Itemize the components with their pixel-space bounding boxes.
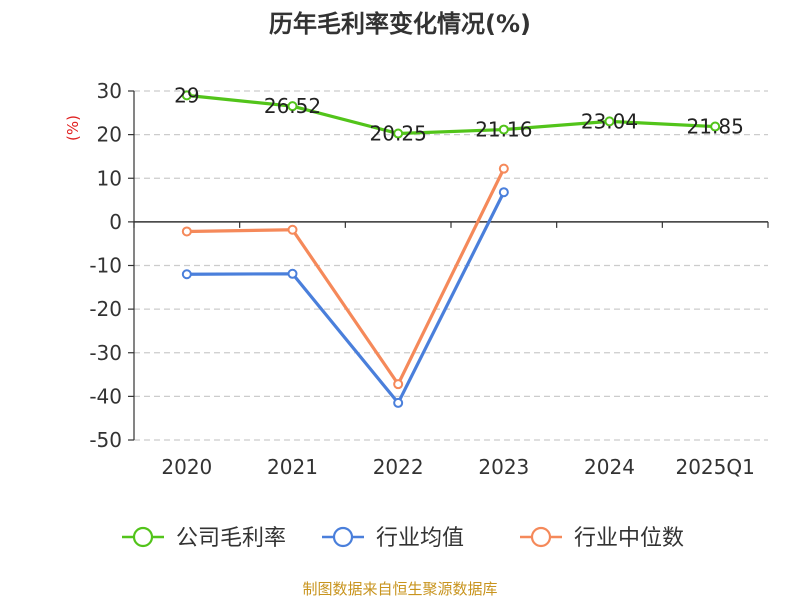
chart-title: 历年毛利率变化情况(%) bbox=[269, 10, 531, 38]
x-tick-label: 2023 bbox=[478, 455, 529, 479]
x-tick-labels: 2020 2021 2022 2023 2024 2025Q1 bbox=[161, 455, 754, 479]
y-tick-labels: 30 20 10 0 -10 -20 -30 -40 -50 bbox=[89, 79, 122, 452]
y-tick-label: -10 bbox=[89, 254, 122, 278]
data-point bbox=[498, 124, 509, 135]
legend-swatch-marker bbox=[132, 526, 154, 548]
x-tick-label: 2020 bbox=[161, 455, 212, 479]
data-label: 21.85 bbox=[687, 115, 744, 139]
data-point bbox=[710, 121, 721, 132]
y-axis-label: (%) bbox=[64, 115, 82, 141]
y-tick-label: -50 bbox=[89, 428, 122, 452]
data-point bbox=[498, 163, 509, 174]
y-tick-label: 20 bbox=[97, 123, 122, 147]
x-tick-label: 2021 bbox=[267, 455, 318, 479]
x-tick-label: 2025Q1 bbox=[675, 455, 754, 479]
axes bbox=[128, 90, 769, 441]
data-point bbox=[181, 90, 192, 101]
data-label: 20.25 bbox=[370, 122, 427, 146]
source-note: 制图数据来自恒生聚源数据库 bbox=[302, 580, 497, 598]
legend-swatch-marker bbox=[332, 526, 354, 548]
data-point bbox=[287, 101, 298, 112]
y-tick-label: 10 bbox=[97, 166, 122, 190]
y-tick-label: -40 bbox=[89, 384, 122, 408]
x-tick-label: 2022 bbox=[373, 455, 424, 479]
series-lines bbox=[186, 93, 716, 405]
x-tick-label: 2024 bbox=[584, 455, 635, 479]
y-tick-label: 30 bbox=[97, 79, 122, 103]
gridlines bbox=[134, 90, 768, 441]
series-line-1 bbox=[186, 191, 506, 405]
series-points bbox=[181, 90, 721, 408]
y-tick-label: -30 bbox=[89, 341, 122, 365]
data-labels: 29 26.52 20.25 21.16 23.04 21.85 bbox=[174, 83, 744, 145]
data-point bbox=[604, 116, 615, 127]
legend-label: 行业中位数 bbox=[574, 526, 684, 551]
legend-swatch-marker bbox=[530, 526, 552, 548]
data-point bbox=[498, 187, 509, 198]
series-line-2 bbox=[186, 167, 506, 386]
legend[interactable]: 公司毛利率 行业均值 行业中位数 bbox=[122, 526, 684, 551]
data-point bbox=[393, 128, 404, 139]
data-point bbox=[181, 226, 192, 237]
data-point bbox=[393, 379, 404, 390]
data-label: 26.52 bbox=[264, 94, 321, 118]
y-tick-label: 0 bbox=[109, 210, 122, 234]
data-point bbox=[181, 269, 192, 280]
data-point bbox=[393, 397, 404, 408]
y-tick-label: -20 bbox=[89, 297, 122, 321]
legend-label: 公司毛利率 bbox=[176, 526, 286, 551]
data-label: 29 bbox=[174, 83, 199, 107]
series-line-0 bbox=[186, 93, 716, 136]
data-label: 23.04 bbox=[581, 109, 638, 133]
data-point bbox=[287, 224, 298, 235]
data-label: 21.16 bbox=[475, 118, 532, 142]
data-point bbox=[287, 268, 298, 279]
legend-label: 行业均值 bbox=[376, 526, 464, 551]
